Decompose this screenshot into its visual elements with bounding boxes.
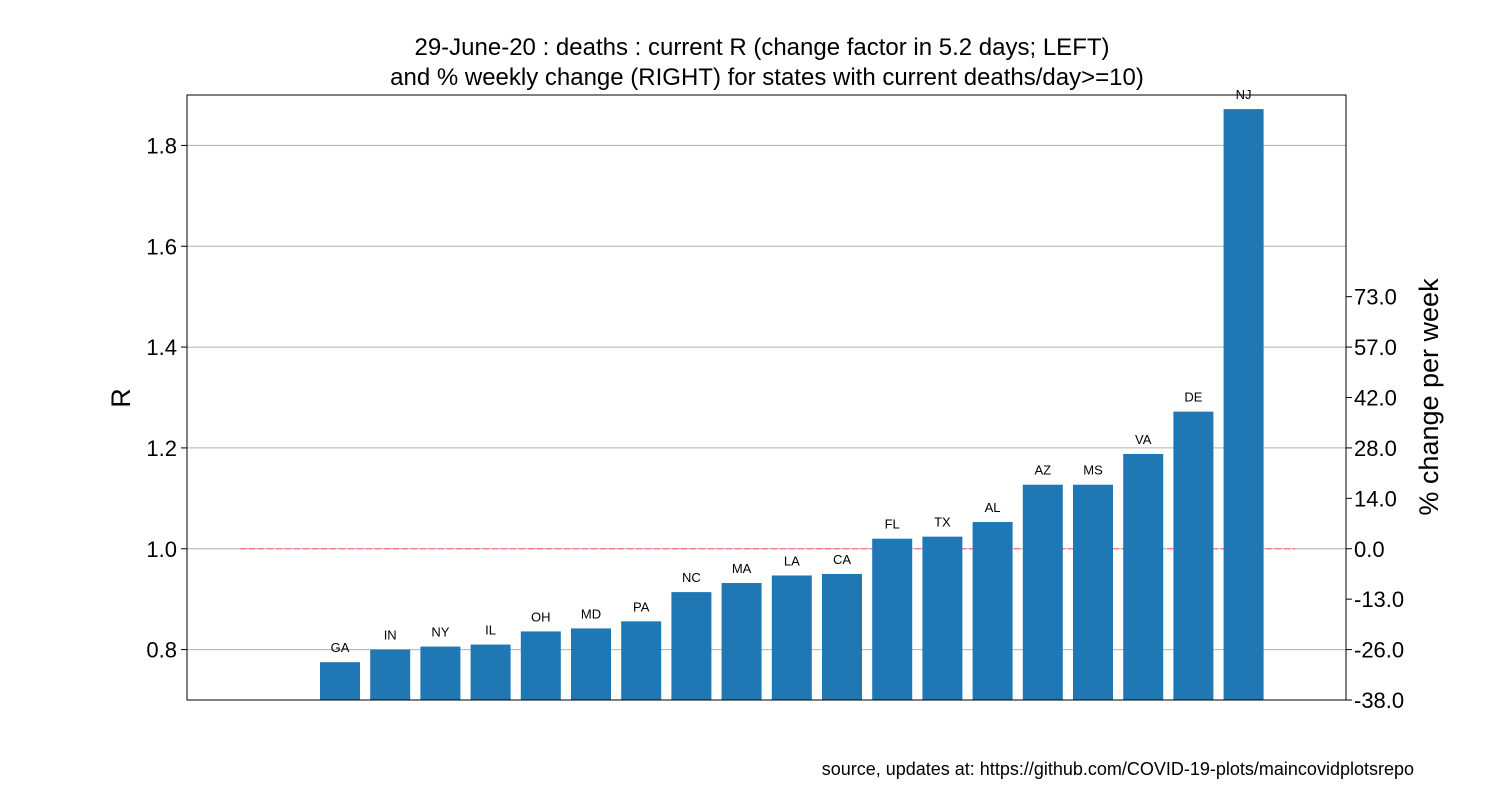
right-tick-label: 57.0 (1354, 335, 1397, 360)
bar-label-tx: TX (934, 515, 951, 530)
bar-va (1123, 453, 1164, 700)
right-tick-label: -13.0 (1354, 587, 1404, 612)
left-tick-label: 1.0 (146, 537, 177, 562)
bar-il (470, 644, 511, 700)
bar-label-ms: MS (1083, 463, 1103, 478)
bar-de (1173, 411, 1214, 700)
bar-nc (671, 592, 712, 700)
bar-label-ny: NY (431, 625, 449, 640)
right-tick-label: 28.0 (1354, 436, 1397, 461)
chart-title-line-1: 29-June-20 : deaths : current R (change … (414, 34, 1109, 61)
plot-area-frame (186, 94, 1347, 701)
right-y-axis: -38.0 -26.0 -13.0 0.0 14.0 28.0 42.0 57.0 73.0 (1346, 285, 1404, 713)
bar-label-il: IL (485, 623, 496, 638)
left-tick-label: 1.8 (146, 133, 177, 158)
left-tick-label: 1.6 (146, 234, 177, 259)
bar-label-va: VA (1135, 432, 1152, 447)
bar-ca (822, 573, 862, 700)
bar-label-fl: FL (885, 517, 900, 532)
bar-nj (1223, 109, 1264, 700)
bar-pa (621, 621, 662, 700)
bar-label-oh: OH (531, 609, 551, 624)
left-tick-label: 0.8 (146, 638, 177, 663)
y-axis-label: R (106, 388, 136, 408)
right-tick-label: 73.0 (1354, 285, 1397, 310)
right-y-axis-label: % change per week (1414, 278, 1444, 516)
bar-label-pa: PA (633, 599, 650, 614)
bar-al (972, 522, 1013, 700)
bar-fl (872, 538, 913, 700)
right-tick-label: -38.0 (1354, 688, 1404, 713)
left-tick-label: 1.2 (146, 436, 177, 461)
source-note: source, updates at: https://github.com/C… (822, 759, 1414, 779)
right-tick-label: 0.0 (1354, 537, 1385, 562)
bar-label-la: LA (784, 553, 800, 568)
bar-ma (721, 583, 762, 700)
bar-label-in: IN (384, 628, 397, 643)
right-tick-label: -26.0 (1354, 638, 1404, 663)
bar-az (1022, 484, 1063, 700)
bar-label-ca: CA (833, 552, 851, 567)
left-tick-label: 1.4 (146, 335, 177, 360)
bar-label-ga: GA (331, 640, 350, 655)
bar-md (571, 628, 611, 700)
right-tick-label: 14.0 (1354, 486, 1397, 511)
bar-tx (922, 536, 963, 700)
right-tick-label: 42.0 (1354, 386, 1397, 411)
bar-label-nc: NC (682, 570, 701, 585)
bar-la (771, 575, 812, 700)
bar-label-al: AL (985, 500, 1001, 515)
bar-label-de: DE (1184, 390, 1202, 405)
bar-in (370, 649, 411, 700)
bar-label-md: MD (581, 606, 601, 621)
bar-oh (520, 631, 561, 700)
bar-ms (1073, 484, 1113, 700)
bar-ny (420, 646, 461, 700)
bar-ga (320, 662, 360, 700)
bar-label-az: AZ (1034, 463, 1051, 478)
grid-lines (187, 144, 1346, 651)
left-y-axis: 0.8 1.0 1.2 1.4 1.6 1.8 (146, 133, 187, 663)
chart-title-line-2: and % weekly change (RIGHT) for states w… (390, 64, 1144, 91)
bar-label-ma: MA (732, 561, 752, 576)
